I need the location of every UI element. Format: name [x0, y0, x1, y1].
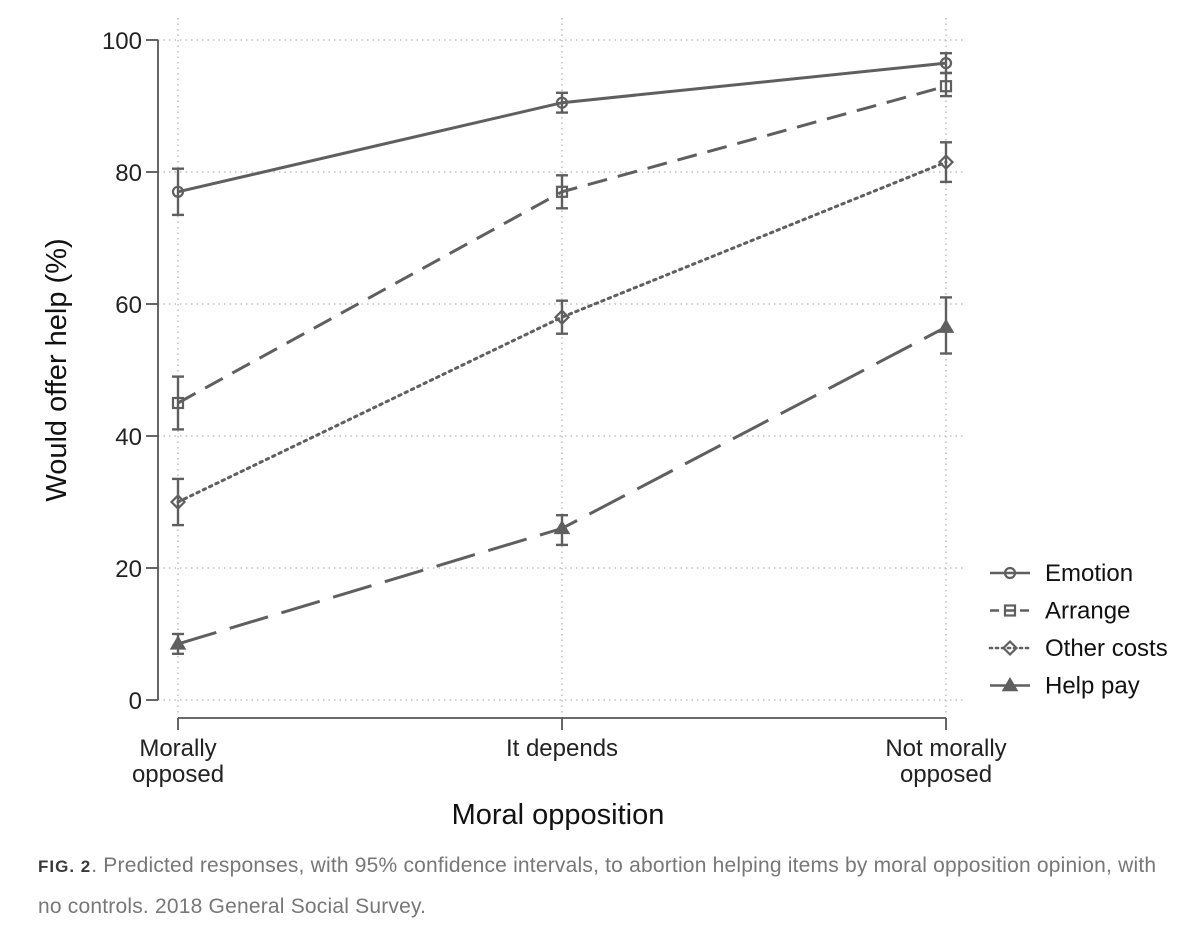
data-point: [555, 185, 569, 198]
legend-label: Other costs: [1045, 635, 1168, 662]
series-layer: [169, 52, 955, 655]
x-tick-label: opposed: [132, 761, 224, 788]
legend-label: Emotion: [1045, 560, 1133, 587]
x-tick-label: Not morally: [885, 735, 1006, 762]
legend-item-other-costs: Other costs: [988, 635, 1168, 662]
x-axis-title: Moral opposition: [452, 799, 665, 831]
legend-marker-triangle: [1001, 677, 1019, 692]
data-point: [939, 80, 953, 93]
data-point: [171, 396, 185, 410]
series-arrange: [171, 71, 953, 431]
data-point: [169, 635, 187, 650]
legend-label: Arrange: [1045, 598, 1130, 625]
y-axis-title: Would offer help (%): [41, 238, 73, 501]
data-point: [555, 96, 569, 109]
y-tick-label: 100: [102, 28, 142, 55]
y-tick-label: 20: [115, 556, 142, 583]
legend-item-emotion: Emotion: [990, 560, 1133, 587]
y-tick-label: 0: [129, 688, 142, 715]
data-point: [937, 154, 955, 171]
x-tick-label: It depends: [506, 735, 618, 762]
legend: Emotion Arrange Other costs Help pay: [988, 560, 1168, 700]
y-tick-label: 40: [115, 424, 142, 451]
legend-marker-square: [1003, 604, 1017, 617]
legend-marker-diamond: [1001, 639, 1019, 657]
series-other-costs: [169, 141, 955, 527]
data-point: [937, 318, 955, 333]
figure-caption: FIG. 2. Predicted responses, with 95% co…: [38, 846, 1168, 927]
data-point: [171, 185, 185, 198]
y-tick-label: 80: [115, 160, 142, 187]
legend-item-help-pay: Help pay: [990, 673, 1140, 700]
caption-text: . Predicted responses, with 95% confiden…: [38, 854, 1157, 918]
data-point: [553, 519, 571, 535]
data-point: [939, 56, 953, 70]
legend-marker-circle: [1003, 566, 1017, 580]
data-point: [553, 309, 571, 326]
legend-label: Help pay: [1045, 673, 1140, 700]
x-tick-label: Morally: [139, 735, 216, 762]
y-tick-label: 60: [115, 292, 142, 319]
x-tick-label: opposed: [900, 761, 992, 788]
data-point: [169, 493, 187, 511]
grid-lines: [158, 18, 965, 716]
series-help-pay: [169, 296, 955, 655]
figure-label: FIG. 2: [38, 857, 92, 876]
legend-item-arrange: Arrange: [990, 598, 1130, 625]
